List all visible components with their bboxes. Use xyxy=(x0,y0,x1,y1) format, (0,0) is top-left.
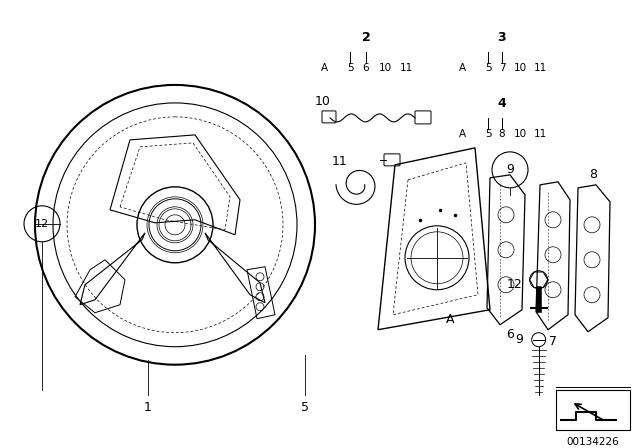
Text: 7: 7 xyxy=(499,63,506,73)
Text: 5: 5 xyxy=(484,129,492,139)
Text: 10: 10 xyxy=(513,63,527,73)
Text: 12: 12 xyxy=(35,219,49,229)
Text: 6: 6 xyxy=(363,63,369,73)
Text: 11: 11 xyxy=(332,155,348,168)
Text: A: A xyxy=(458,129,465,139)
Text: 00134226: 00134226 xyxy=(566,437,620,447)
Text: 10: 10 xyxy=(513,129,527,139)
Text: A: A xyxy=(458,63,465,73)
Text: 3: 3 xyxy=(498,31,506,44)
Text: 7: 7 xyxy=(549,335,557,348)
Text: 1: 1 xyxy=(144,401,152,414)
Text: 9: 9 xyxy=(506,164,514,177)
Text: 4: 4 xyxy=(498,97,506,110)
Text: 11: 11 xyxy=(399,63,413,73)
Text: 8: 8 xyxy=(499,129,506,139)
Text: A: A xyxy=(321,63,328,73)
Text: A: A xyxy=(445,313,454,326)
Text: 9: 9 xyxy=(515,333,523,346)
Text: 6: 6 xyxy=(506,328,514,341)
Text: 2: 2 xyxy=(362,31,371,44)
Text: 11: 11 xyxy=(533,129,547,139)
Text: 5: 5 xyxy=(484,63,492,73)
Text: 5: 5 xyxy=(301,401,309,414)
Text: 5: 5 xyxy=(347,63,353,73)
Text: 10: 10 xyxy=(315,95,331,108)
Text: 10: 10 xyxy=(378,63,392,73)
Text: 12: 12 xyxy=(507,278,523,291)
Text: 11: 11 xyxy=(533,63,547,73)
Text: 8: 8 xyxy=(589,168,597,181)
